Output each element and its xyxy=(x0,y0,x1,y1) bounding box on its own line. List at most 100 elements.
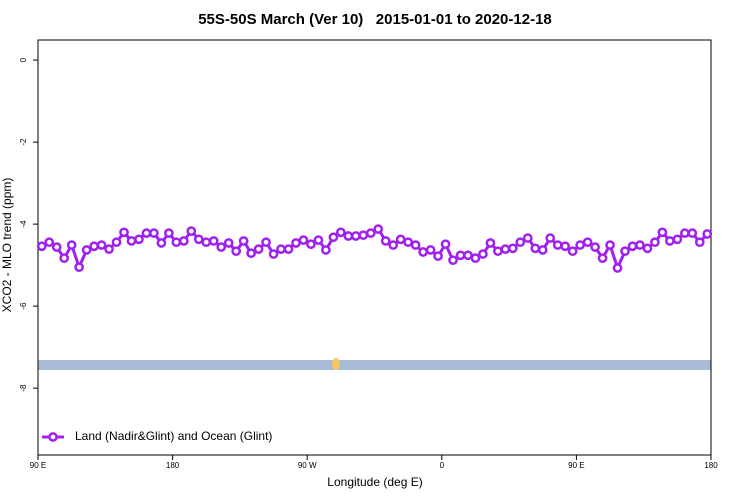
data-point xyxy=(440,239,451,250)
data-point xyxy=(350,231,361,241)
data-point xyxy=(223,238,234,248)
data-point xyxy=(178,236,189,246)
legend-swatch-marker xyxy=(48,432,58,442)
data-point xyxy=(657,227,668,238)
data-point xyxy=(321,245,331,255)
data-point xyxy=(291,238,301,248)
data-point xyxy=(485,238,496,248)
y-tick-label: -2 xyxy=(19,138,28,146)
data-point xyxy=(522,233,533,243)
data-point xyxy=(642,243,653,254)
data-point xyxy=(81,245,92,255)
data-point xyxy=(44,237,55,248)
data-point xyxy=(119,227,129,238)
data-point xyxy=(253,244,264,254)
legend-label: Land (Nadir&Glint) and Ocean (Glint) xyxy=(75,429,272,443)
data-point xyxy=(141,228,152,238)
data-point xyxy=(403,237,413,248)
data-point xyxy=(149,228,159,238)
x-tick-label: 180 xyxy=(704,461,718,470)
data-point xyxy=(433,251,443,261)
data-point xyxy=(627,241,638,252)
data-point xyxy=(66,240,77,250)
data-point xyxy=(597,253,608,264)
data-point xyxy=(306,239,316,250)
data-point xyxy=(171,237,182,248)
data-point xyxy=(126,236,137,246)
data-point xyxy=(51,242,62,252)
data-point xyxy=(418,247,428,257)
data-point xyxy=(605,240,615,250)
x-tick-label: 180 xyxy=(166,461,180,470)
data-point xyxy=(164,228,174,238)
x-axis-label: Longitude (deg E) xyxy=(327,475,422,489)
data-point xyxy=(582,237,593,248)
data-point xyxy=(96,240,107,250)
y-tick-label: 0 xyxy=(19,57,28,62)
data-point xyxy=(373,224,384,234)
data-point xyxy=(104,244,114,254)
data-point xyxy=(455,250,466,261)
data-point xyxy=(515,237,526,248)
y-tick-label: -8 xyxy=(19,384,28,392)
data-point xyxy=(395,234,406,245)
data-point xyxy=(463,250,473,261)
data-point xyxy=(679,228,690,238)
x-tick-label: 90 E xyxy=(568,461,584,470)
data-point xyxy=(328,232,339,243)
data-point xyxy=(537,245,548,255)
data-point xyxy=(276,244,286,254)
data-point xyxy=(298,235,309,245)
data-point xyxy=(313,235,324,245)
data-point xyxy=(201,237,212,248)
x-tick-label: 90 E xyxy=(30,461,46,470)
data-point xyxy=(261,237,271,248)
data-point xyxy=(380,236,391,246)
data-point xyxy=(74,262,84,273)
data-point xyxy=(590,242,600,252)
y-tick-label: -4 xyxy=(19,220,28,228)
y-tick-label: -6 xyxy=(19,302,28,310)
data-point xyxy=(246,248,256,259)
data-point xyxy=(702,229,713,239)
data-point xyxy=(193,234,204,245)
data-point xyxy=(575,240,585,250)
data-point xyxy=(478,249,488,259)
data-point xyxy=(612,263,623,273)
data-point xyxy=(156,238,167,248)
data-point xyxy=(448,255,458,266)
data-point xyxy=(134,234,144,245)
data-point xyxy=(665,236,675,246)
data-point xyxy=(111,237,122,248)
data-point xyxy=(500,244,511,254)
data-point xyxy=(567,246,578,257)
data-point xyxy=(268,249,279,259)
data-point xyxy=(208,236,219,246)
data-point xyxy=(283,244,294,254)
data-point xyxy=(635,240,645,250)
data-point xyxy=(365,228,376,238)
data-point xyxy=(470,253,481,264)
data-point xyxy=(507,243,518,254)
data-point xyxy=(186,226,197,236)
data-point xyxy=(552,240,563,250)
data-point xyxy=(672,234,683,245)
x-tick-label: 90 W xyxy=(298,461,317,470)
data-point xyxy=(410,240,421,250)
data-point xyxy=(560,241,571,252)
map-strip-land xyxy=(332,358,340,370)
y-axis-label: XCO2 - MLO trend (ppm) xyxy=(0,178,14,313)
data-point xyxy=(388,240,399,250)
data-point xyxy=(231,246,242,257)
data-point xyxy=(216,242,227,252)
data-point xyxy=(620,246,630,257)
chart-title: 55S-50S March (Ver 10) 2015-01-01 to 202… xyxy=(198,11,552,28)
data-point xyxy=(650,237,660,248)
data-point xyxy=(59,253,70,264)
data-point xyxy=(530,243,541,254)
data-point xyxy=(493,246,503,257)
data-point xyxy=(694,237,705,248)
data-point xyxy=(36,241,47,252)
data-point xyxy=(238,236,249,246)
data-point xyxy=(425,245,436,255)
